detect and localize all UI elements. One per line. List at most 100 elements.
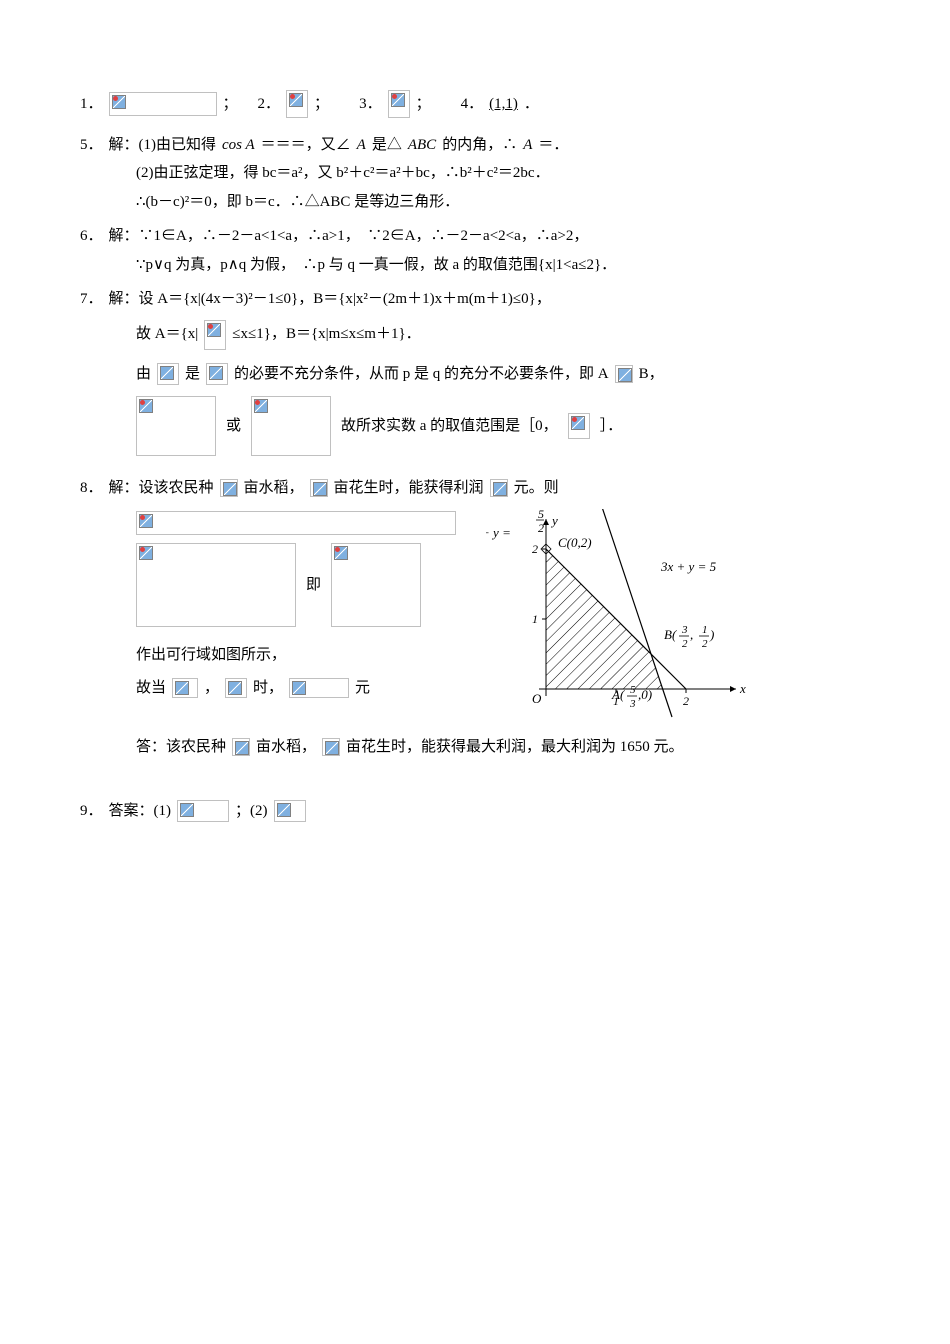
q4-tail: ． [524,90,539,119]
q4-answer: (1,1) [489,90,518,119]
q6-l2: ∵p∨q 为真，p∧q 为假， ∴p 与 q 一真一假，故 a 的取值范围{x|… [80,251,950,280]
text: 故当 [136,674,166,703]
text: ；(2) [235,797,268,826]
text: 由 [136,360,151,389]
text: A [523,131,532,160]
svg-text:B(: B( [664,627,677,642]
feasible-region-diagram: 1212xyO52x + y =3x + y = 5C(0,2)B(32 ,12… [486,509,766,729]
broken-image-icon [615,365,633,383]
broken-image-icon [251,396,331,456]
text: 故 A＝{x| [136,320,198,349]
broken-image-icon [157,363,179,385]
svg-text:x + y =: x + y = [486,525,511,540]
broken-image-icon [220,479,238,497]
text: 或 [226,412,241,441]
q8: 8． 解：设该农民种 亩水稻， 亩花生时，能获得利润 元。则 即 作出可行域如图… [80,474,950,761]
text: ］． [600,412,623,441]
broken-image-icon [204,320,226,350]
q7: 7． 解：设 A＝{x|(4x－3)²－1≤0}，B＝{x|x²－(2m＋1)x… [80,285,950,456]
svg-text:,: , [690,627,693,642]
q3-tail: ； [416,90,431,119]
q9-num: 9． [80,797,103,826]
broken-image-icon [232,738,250,756]
svg-text:3: 3 [629,698,636,710]
q1-tail: ； [223,90,238,119]
broken-image-icon [286,90,308,118]
text: 是 [185,360,200,389]
text: 亩水稻， [256,733,316,762]
text: 的内角，∴ [442,131,517,160]
text: 答案：(1) [109,797,172,826]
broken-image-icon [274,800,306,822]
svg-text:2: 2 [682,638,688,650]
broken-image-icon [331,543,421,627]
text: 解：(1)由已知得 [109,131,217,160]
text: 作出可行域如图所示， [136,641,456,670]
q3-num: 3． [359,90,382,119]
broken-image-icon [289,678,349,698]
broken-image-icon [109,92,217,116]
svg-text:O: O [532,691,542,706]
text: cos A [222,131,255,160]
text: 是△ [372,131,402,160]
text: 元。则 [514,474,559,503]
q7-num: 7． [80,285,103,314]
svg-text:5: 5 [630,684,636,696]
text: 亩水稻， [244,474,304,503]
svg-text:3x + y = 5: 3x + y = 5 [660,559,717,574]
svg-text:x: x [739,681,746,696]
text: ＝＝＝，又∠ [261,131,351,160]
svg-text:,0): ,0) [638,687,652,702]
q9: 9． 答案：(1) ；(2) [80,797,950,826]
text: ， [204,674,219,703]
q5-num: 5． [80,131,103,160]
text: 亩花生时，能获得最大利润，最大利润为 1650 元。 [346,733,684,762]
svg-text:2: 2 [702,638,708,650]
text: 的必要不充分条件，从而 p 是 q 的充分不必要条件，即 A [234,360,609,389]
broken-image-icon [490,479,508,497]
svg-text:1: 1 [532,612,538,626]
q5: 5． 解：(1)由已知得 cos A ＝＝＝，又∠ A 是△ ABC 的内角，∴… [80,131,950,217]
svg-text:): ) [709,627,714,642]
q6: 6． 解：∵1∈A，∴－2－a<1<a，∴a>1， ∵2∈A，∴－2－a<2<a… [80,222,950,279]
broken-image-icon [136,396,216,456]
broken-image-icon [177,800,229,822]
text: ＝． [538,131,568,160]
text: 解：∵1∈A，∴－2－a<1<a，∴a>1， ∵2∈A，∴－2－a<2<a，∴a… [109,222,589,251]
text: 亩花生时，能获得利润 [334,474,484,503]
q2-num: 2． [258,90,281,119]
text: 故所求实数 a 的取值范围是［0， [341,412,558,441]
q5-l2: (2)由正弦定理，得 bc＝a²，又 b²＋c²＝a²＋bc，∴b²＋c²＝2b… [80,159,950,188]
q5-l3: ∴(b－c)²＝0，即 b＝c．∴△ABC 是等边三角形． [80,188,950,217]
svg-text:y: y [550,513,558,528]
q8-num: 8． [80,474,103,503]
svg-text:2: 2 [538,521,544,535]
q4-num: 4． [461,90,484,119]
q6-num: 6． [80,222,103,251]
q2-tail: ； [314,90,329,119]
broken-image-icon [388,90,410,118]
text: 解：设 A＝{x|(4x－3)²－1≤0}，B＝{x|x²－(2m＋1)x＋m(… [109,285,551,314]
text: ABC [408,131,436,160]
broken-image-icon [136,511,456,535]
broken-image-icon [310,479,328,497]
broken-image-icon [322,738,340,756]
broken-image-icon [568,413,590,439]
svg-text:3: 3 [681,624,688,636]
svg-text:5: 5 [538,509,544,521]
text: 元 [355,674,370,703]
svg-text:1: 1 [702,624,708,636]
broken-image-icon [136,543,296,627]
broken-image-icon [225,678,247,698]
broken-image-icon [172,678,198,698]
text: 解：设该农民种 [109,474,214,503]
broken-image-icon [206,363,228,385]
svg-text:C(0,2): C(0,2) [558,535,592,550]
text: B， [639,360,664,389]
text: 即 [306,571,321,600]
svg-text:2: 2 [683,694,689,708]
text: ≤x≤1}，B＝{x|m≤x≤m＋1}． [232,320,420,349]
q1-num: 1． [80,90,103,119]
text: A [357,131,366,160]
text: 答：该农民种 [136,733,226,762]
